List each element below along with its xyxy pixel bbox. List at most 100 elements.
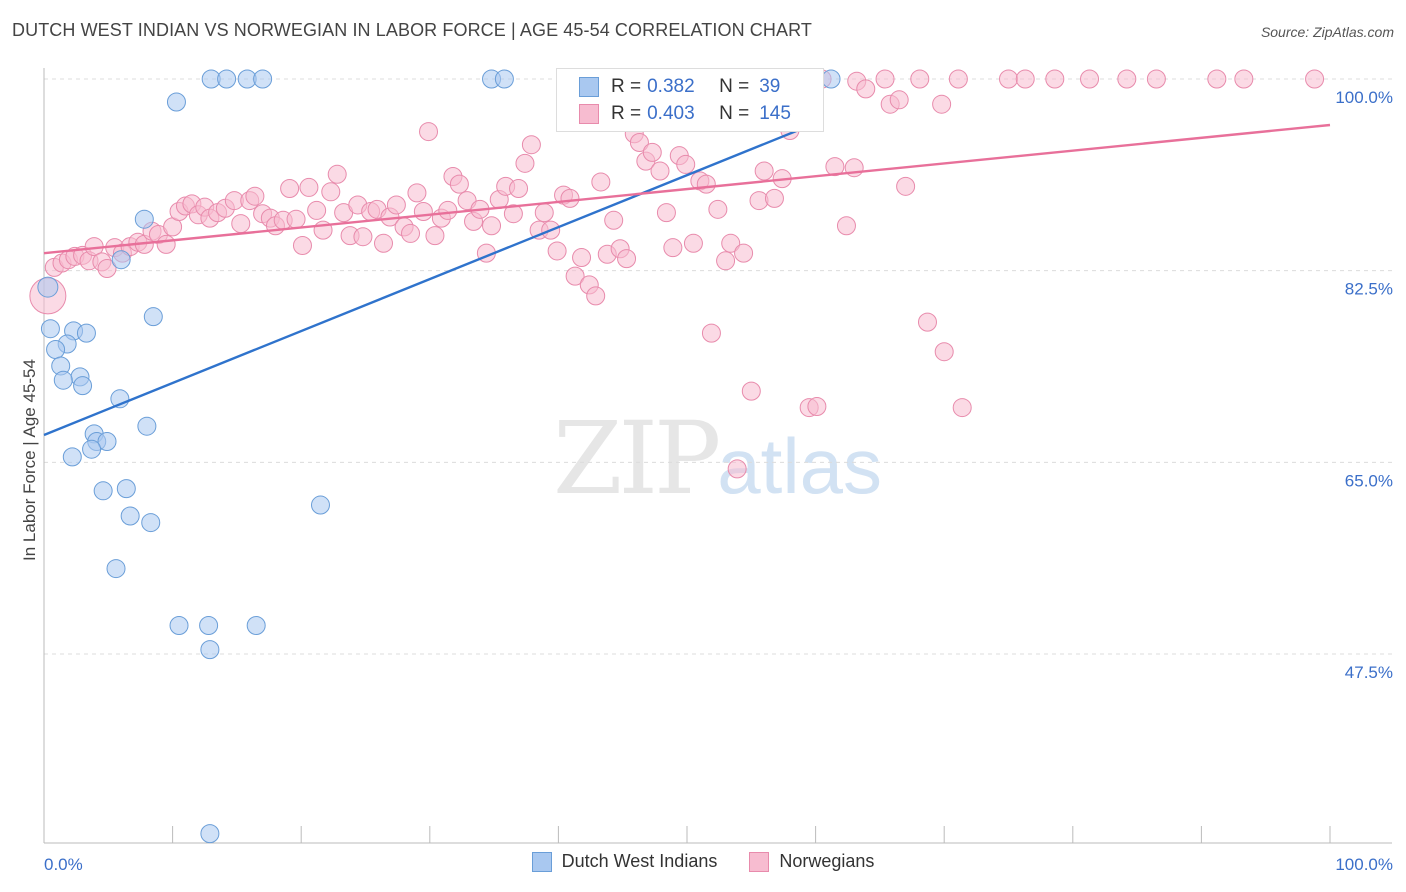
legend-swatch-blue	[531, 851, 552, 872]
y-tick-label: 47.5%	[1345, 663, 1393, 682]
data-point	[299, 177, 319, 197]
legend-n-value: 145	[759, 103, 791, 124]
data-point	[97, 432, 117, 452]
data-point	[560, 188, 580, 208]
data-point	[821, 69, 841, 89]
data-point	[401, 223, 421, 243]
data-point	[1080, 69, 1100, 89]
data-point	[896, 176, 916, 196]
data-point	[1117, 69, 1137, 89]
data-point	[116, 479, 136, 499]
data-point	[231, 214, 251, 234]
data-point	[917, 312, 937, 332]
legend-row-pink: R = 0.403 N = 145	[579, 102, 791, 126]
data-point	[143, 307, 163, 327]
data-point	[386, 195, 406, 215]
data-point	[200, 824, 220, 844]
data-point	[40, 319, 60, 339]
legend-row-blue: R = 0.382 N = 39	[579, 75, 780, 99]
data-point	[37, 276, 59, 298]
data-point	[73, 376, 93, 396]
data-point	[572, 248, 592, 268]
data-point	[93, 481, 113, 501]
data-point	[521, 135, 541, 155]
data-point	[676, 154, 696, 174]
data-point	[482, 216, 502, 236]
chart-title: DUTCH WEST INDIAN VS NORWEGIAN IN LABOR …	[12, 20, 812, 40]
data-point	[604, 210, 624, 230]
legend-r-label: R =	[611, 103, 642, 124]
data-point	[807, 396, 827, 416]
data-point	[952, 398, 972, 418]
data-point	[407, 183, 427, 203]
data-point	[509, 179, 529, 199]
data-point	[1234, 69, 1254, 89]
data-point	[856, 79, 876, 99]
watermark-zip: ZIP	[553, 400, 721, 517]
data-point	[503, 204, 523, 224]
legend-swatch-blue	[579, 77, 599, 97]
data-point	[696, 174, 716, 194]
gridlines	[44, 78, 1392, 655]
data-point	[1207, 69, 1227, 89]
data-point	[683, 233, 703, 253]
legend-label: Norwegians	[779, 851, 875, 871]
data-point	[280, 179, 300, 199]
legend-item-dutch-west-indians: Dutch West Indians	[531, 851, 717, 872]
data-point	[656, 203, 676, 223]
source-credit: Source: ZipAtlas.com	[1260, 24, 1394, 40]
data-point	[217, 69, 237, 89]
data-point	[716, 251, 736, 271]
data-point	[948, 69, 968, 89]
data-point	[76, 323, 96, 343]
data-point	[169, 616, 189, 636]
data-point	[245, 186, 265, 206]
data-point	[547, 241, 567, 261]
data-point	[515, 153, 535, 173]
data-point	[494, 69, 514, 89]
data-point	[591, 172, 611, 192]
data-point	[999, 69, 1018, 89]
data-point	[534, 203, 554, 223]
data-point	[166, 92, 186, 112]
data-point	[1045, 69, 1065, 89]
legend-item-norwegians: Norwegians	[749, 851, 874, 872]
data-point	[836, 216, 856, 236]
data-point	[889, 90, 909, 110]
data-point	[932, 94, 952, 114]
data-point	[327, 164, 347, 184]
data-point	[617, 249, 637, 269]
data-point	[413, 202, 433, 222]
x-tick-label: 0.0%	[44, 855, 83, 874]
watermark: ZIPatlas	[553, 400, 882, 517]
data-point	[106, 559, 126, 579]
data-point	[565, 266, 585, 286]
data-point	[741, 381, 761, 401]
axes	[43, 68, 1392, 844]
data-point	[253, 69, 273, 89]
data-point	[156, 234, 176, 254]
data-point	[111, 250, 131, 270]
trend-line-pink	[43, 123, 1331, 255]
correlation-legend: R = 0.382 N = 39 R = 0.403 N = 145	[556, 68, 824, 132]
legend-n-label: N =	[719, 76, 750, 97]
y-tick-label: 100.0%	[1335, 88, 1393, 107]
data-point	[292, 235, 312, 255]
data-point	[200, 640, 220, 660]
data-point	[721, 233, 741, 253]
data-point	[97, 258, 117, 278]
data-point	[310, 495, 330, 515]
data-point	[141, 513, 161, 533]
trend-line-blue	[43, 119, 823, 437]
data-point	[734, 243, 754, 263]
legend-n-value: 39	[759, 76, 781, 97]
data-point	[307, 200, 327, 220]
data-point	[82, 439, 102, 459]
data-point	[642, 142, 662, 162]
data-point	[1015, 69, 1035, 89]
data-point	[134, 209, 154, 229]
data-point	[663, 238, 683, 258]
series-legend: Dutch West Indians Norwegians	[0, 851, 1406, 872]
data-point	[120, 506, 140, 526]
